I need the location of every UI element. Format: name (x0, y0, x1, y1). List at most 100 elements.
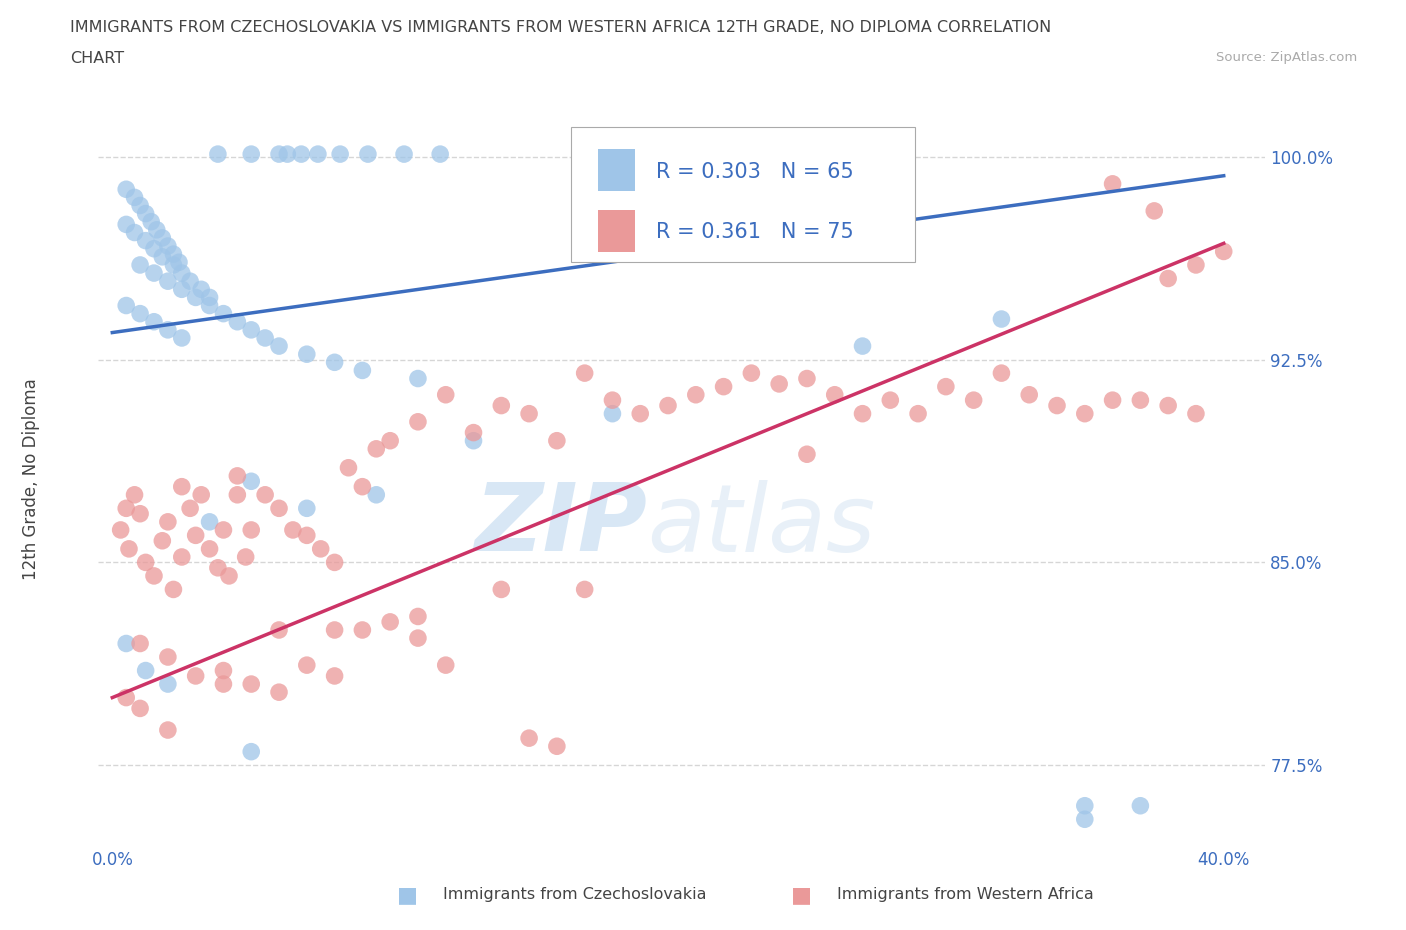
Point (574, 365, 596, 380)
Point (162, 246, 184, 261)
Point (323, 355, 346, 370)
Point (170, 266, 193, 281)
Point (657, 398, 679, 413)
Point (491, 398, 513, 413)
Point (212, 663, 235, 678)
Point (1101, 177, 1123, 192)
Point (357, 147, 380, 162)
Point (198, 290, 221, 305)
Point (824, 387, 846, 402)
Point (962, 392, 984, 407)
Point (212, 306, 235, 321)
Point (129, 636, 152, 651)
Point (135, 663, 157, 678)
Point (156, 677, 179, 692)
Point (851, 406, 873, 421)
Point (406, 415, 429, 430)
Point (713, 379, 735, 394)
Point (143, 266, 166, 281)
Point (190, 282, 212, 297)
Text: Source: ZipAtlas.com: Source: ZipAtlas.com (1216, 51, 1357, 64)
Point (380, 433, 402, 448)
Point (115, 217, 138, 232)
Point (1129, 798, 1152, 813)
Point (129, 198, 152, 213)
Point (267, 147, 290, 162)
Point (135, 233, 157, 248)
Point (366, 442, 388, 457)
Point (517, 731, 540, 746)
Point (235, 550, 257, 565)
Point (129, 701, 152, 716)
Point (129, 258, 152, 272)
Point (226, 487, 249, 502)
Point (1185, 406, 1208, 421)
Point (207, 561, 229, 576)
Point (434, 387, 457, 402)
Point (879, 392, 901, 407)
Point (935, 379, 957, 394)
Point (463, 425, 485, 440)
Point (267, 622, 290, 637)
Point (129, 306, 152, 321)
Text: Immigrants from Czechoslovakia: Immigrants from Czechoslovakia (443, 887, 706, 902)
Point (226, 469, 249, 484)
Point (143, 241, 166, 256)
Point (1185, 258, 1208, 272)
Point (352, 479, 374, 494)
Point (1074, 812, 1097, 827)
Point (1157, 398, 1180, 413)
Point (212, 677, 235, 692)
Point (366, 487, 388, 502)
Text: R = 0.303   N = 65: R = 0.303 N = 65 (657, 162, 853, 181)
Point (240, 523, 263, 538)
Point (146, 222, 169, 237)
Point (1018, 387, 1040, 402)
Point (129, 506, 152, 521)
Point (352, 622, 374, 637)
Point (907, 406, 929, 421)
Point (276, 147, 298, 162)
Point (990, 312, 1012, 326)
Point (851, 339, 873, 353)
Point (156, 514, 179, 529)
Point (156, 273, 179, 288)
Bar (598, 149, 636, 192)
Point (628, 406, 651, 421)
Point (124, 487, 146, 502)
Text: Immigrants from Western Africa: Immigrants from Western Africa (837, 887, 1094, 902)
Point (156, 323, 179, 338)
Point (184, 669, 207, 684)
Point (1212, 244, 1234, 259)
Text: 12th Grade, No Diploma: 12th Grade, No Diploma (22, 379, 39, 579)
Point (295, 501, 318, 516)
Text: ■: ■ (792, 884, 811, 905)
Point (290, 147, 312, 162)
Point (184, 290, 207, 305)
Point (254, 330, 277, 345)
Point (162, 582, 184, 597)
Point (329, 147, 352, 162)
Point (170, 479, 193, 494)
Point (170, 550, 193, 565)
Point (281, 523, 304, 538)
Point (240, 147, 263, 162)
Point (429, 147, 451, 162)
Point (143, 568, 166, 583)
Point (179, 273, 201, 288)
Point (110, 523, 132, 538)
Point (156, 239, 179, 254)
Point (184, 528, 207, 543)
Point (392, 147, 415, 162)
Point (115, 182, 138, 197)
Text: CHART: CHART (70, 51, 124, 66)
Point (240, 323, 263, 338)
FancyBboxPatch shape (571, 127, 915, 262)
Point (546, 738, 568, 753)
Text: ■: ■ (398, 884, 418, 905)
Point (198, 541, 221, 556)
Point (796, 371, 818, 386)
Point (156, 649, 179, 664)
Point (574, 582, 596, 597)
Point (267, 501, 290, 516)
